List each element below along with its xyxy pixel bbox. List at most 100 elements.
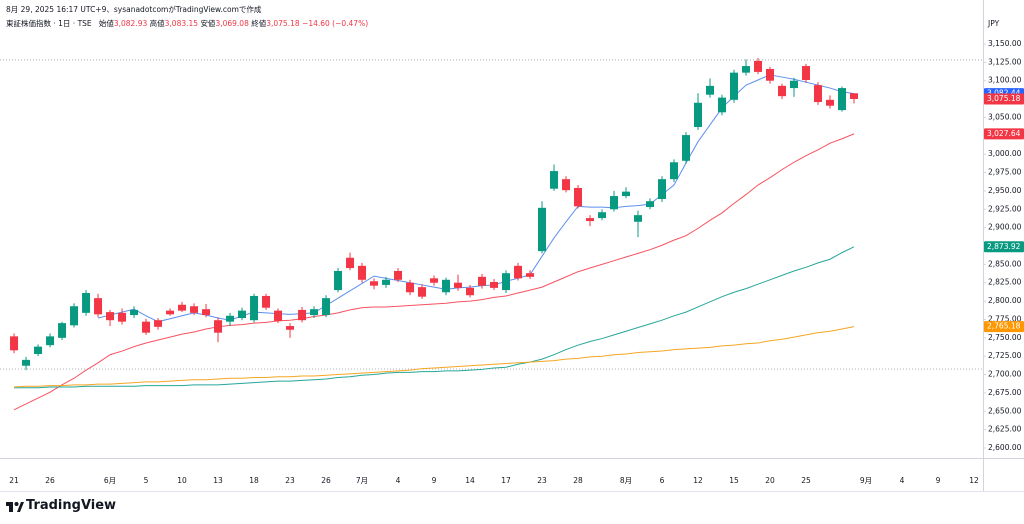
- candle-body: [262, 295, 271, 308]
- y-tick-label: 2,900.00: [988, 223, 1022, 232]
- candle-body: [286, 326, 295, 330]
- x-tick-label: 9: [936, 476, 941, 485]
- candle-body: [238, 310, 247, 318]
- y-tick-label: 2,775.00: [988, 314, 1022, 323]
- y-tick-label: 2,950.00: [988, 186, 1022, 195]
- x-tick-label: 14: [465, 476, 475, 485]
- candle-body: [58, 323, 67, 338]
- candle-body: [766, 68, 775, 81]
- candle-body: [562, 179, 571, 191]
- logo-part: [17, 502, 24, 512]
- candle-body: [850, 93, 859, 99]
- legend-change: −14.60 (−0.47%): [302, 19, 369, 28]
- y-tick-label: 2,975.00: [988, 168, 1022, 177]
- candle-body: [370, 281, 379, 286]
- candle-body: [598, 212, 607, 219]
- candle-body: [514, 265, 523, 279]
- y-tick-label: 3,125.00: [988, 57, 1022, 66]
- candle-body: [550, 171, 559, 189]
- candle-body: [310, 309, 319, 316]
- candle-body: [358, 265, 367, 280]
- ma-line: [13, 133, 855, 411]
- candle-body: [646, 201, 655, 208]
- candle-body: [502, 273, 511, 291]
- candle-body: [658, 179, 667, 199]
- y-tick-label: 2,800.00: [988, 296, 1022, 305]
- candle-body: [814, 85, 823, 103]
- candle-body: [538, 207, 547, 252]
- candle-body: [574, 187, 583, 207]
- candle-body: [178, 304, 187, 311]
- lines: [13, 74, 855, 411]
- y-tick-label: 3,150.00: [988, 39, 1022, 48]
- y-tick-label: 2,725.00: [988, 351, 1022, 360]
- x-tick-label: 4: [396, 476, 401, 485]
- x-tick-label: 23: [285, 476, 295, 485]
- logo-part: [6, 502, 13, 506]
- y-tick-label: 2,925.00: [988, 204, 1022, 213]
- candle-body: [778, 85, 787, 97]
- legend-name: 高値: [149, 19, 165, 28]
- candle-body: [754, 60, 763, 72]
- candle-body: [826, 99, 835, 106]
- x-tick-label: 21: [9, 476, 19, 485]
- candle-body: [730, 72, 739, 100]
- candle-body: [142, 321, 151, 333]
- y-tick-label: 3,050.00: [988, 112, 1022, 121]
- candle-body: [466, 287, 475, 296]
- x-tick-label: 6月: [104, 476, 116, 485]
- candle-body: [406, 282, 415, 293]
- x-tick-label: 26: [321, 476, 331, 485]
- x-tick-label: 26: [45, 476, 55, 485]
- price-label-box: [984, 241, 1024, 253]
- candle-body: [610, 196, 619, 210]
- candles: [10, 57, 859, 371]
- legend: 東証株価指数 · 1日 · TSE 始値3,082.93 高値3,083.15 …: [6, 17, 368, 31]
- legend-name: 終値: [251, 19, 267, 28]
- x-tick-label: 8月: [620, 476, 632, 485]
- legend-value: 3,082.93: [113, 19, 148, 28]
- ma-line: [14, 246, 855, 389]
- candle-body: [334, 270, 343, 291]
- x-tick-label: 6: [660, 476, 665, 485]
- legend-value: 3,069.08: [215, 19, 249, 28]
- candle-body: [346, 257, 355, 269]
- header: 8月 29, 2025 16:17 UTC+9、sysanadotcomがTra…: [6, 3, 368, 31]
- candle-body: [634, 215, 643, 222]
- x-tick-label: 23: [537, 476, 547, 485]
- candle-body: [718, 97, 727, 113]
- x-tick-label: 13: [213, 476, 223, 485]
- candle-body: [838, 88, 847, 111]
- candle-body: [622, 191, 631, 197]
- candle-body: [202, 309, 211, 316]
- y-tick-label: 2,825.00: [988, 278, 1022, 287]
- legend-value: 3,075.18: [266, 19, 300, 28]
- candle-body: [454, 282, 463, 288]
- x-tick-label: 28: [573, 476, 583, 485]
- candle-body: [322, 298, 331, 316]
- candle-body: [10, 336, 19, 351]
- candle-body: [190, 306, 199, 313]
- x-tick-label: 9月: [860, 476, 872, 485]
- candle-body: [742, 66, 751, 73]
- candle-body: [418, 287, 427, 297]
- price-label: 2,765.18: [987, 322, 1021, 331]
- candle-body: [442, 279, 451, 293]
- price-label-box: [984, 128, 1024, 140]
- y-tick-label: 2,675.00: [988, 388, 1022, 397]
- x-tick-label: 5: [144, 476, 149, 485]
- price-label: 3,082.44: [987, 89, 1021, 98]
- ma-line: [97, 74, 855, 323]
- candle-body: [46, 336, 55, 346]
- price-label: 3,027.64: [987, 129, 1021, 138]
- x-tick-label: 25: [801, 476, 811, 485]
- legend-name: 始値: [98, 19, 114, 28]
- candle-body: [274, 310, 283, 321]
- price-label: 3,075.18: [987, 94, 1021, 103]
- candle-body: [670, 162, 679, 180]
- candle-body: [166, 310, 175, 315]
- x-tick-label: 4: [900, 476, 905, 485]
- candle-body: [682, 135, 691, 161]
- price-label-box: [984, 93, 1024, 105]
